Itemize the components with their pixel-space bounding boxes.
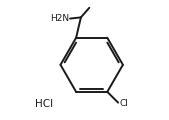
- Text: H2N: H2N: [50, 14, 69, 23]
- Text: HCl: HCl: [35, 99, 53, 109]
- Text: Cl: Cl: [119, 99, 128, 108]
